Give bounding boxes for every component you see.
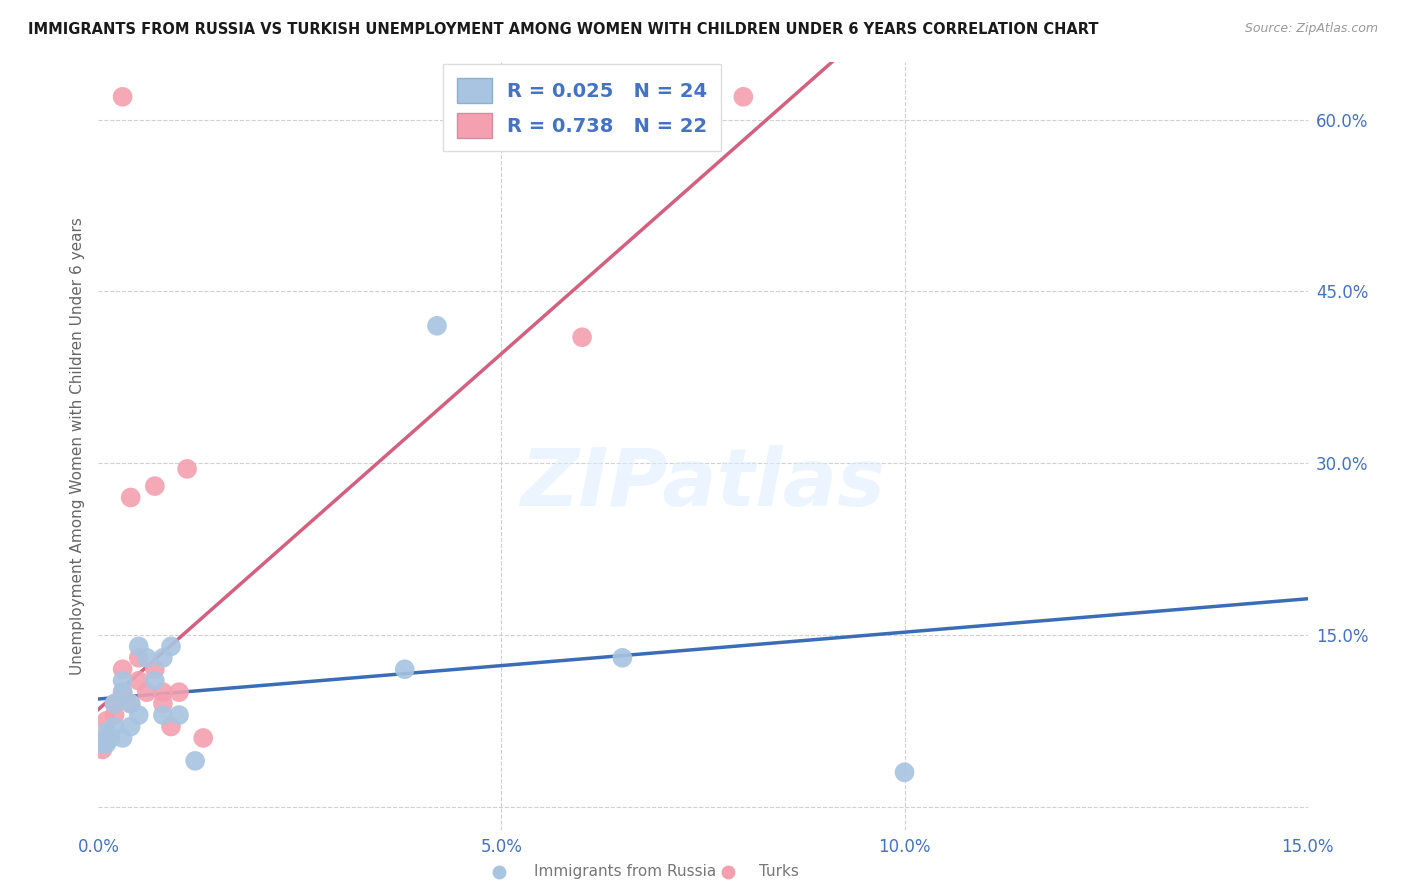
Point <box>120 491 142 505</box>
Point <box>167 685 190 699</box>
Point <box>120 697 142 711</box>
Point <box>176 462 198 476</box>
Point <box>193 731 215 745</box>
Point <box>143 479 166 493</box>
Point <box>128 673 150 688</box>
Point <box>426 318 449 333</box>
Point <box>111 685 134 699</box>
Point <box>96 737 118 751</box>
Point <box>96 731 118 745</box>
Point <box>167 708 190 723</box>
Point <box>394 662 416 676</box>
Point <box>91 737 114 751</box>
Point <box>111 662 134 676</box>
Point <box>184 754 207 768</box>
Point <box>120 697 142 711</box>
Point <box>111 673 134 688</box>
Point <box>612 650 634 665</box>
Point <box>100 731 122 745</box>
Point <box>103 708 125 723</box>
Point <box>111 90 134 104</box>
Text: Turks: Turks <box>759 863 799 879</box>
Point <box>128 640 150 654</box>
Point <box>103 697 125 711</box>
Point <box>103 697 125 711</box>
Point <box>152 685 174 699</box>
Y-axis label: Unemployment Among Women with Children Under 6 years: Unemployment Among Women with Children U… <box>69 217 84 675</box>
Point <box>152 697 174 711</box>
Point <box>96 714 118 728</box>
Text: Immigrants from Russia: Immigrants from Russia <box>534 863 717 879</box>
Point <box>111 685 134 699</box>
Point <box>152 650 174 665</box>
Point <box>128 708 150 723</box>
Point <box>152 708 174 723</box>
Point <box>103 719 125 733</box>
Point <box>733 90 755 104</box>
Point <box>120 719 142 733</box>
Point <box>111 731 134 745</box>
Point <box>160 719 183 733</box>
Point <box>160 640 183 654</box>
Text: IMMIGRANTS FROM RUSSIA VS TURKISH UNEMPLOYMENT AMONG WOMEN WITH CHILDREN UNDER 6: IMMIGRANTS FROM RUSSIA VS TURKISH UNEMPL… <box>28 22 1098 37</box>
Text: ZIPatlas: ZIPatlas <box>520 445 886 524</box>
Point <box>135 650 157 665</box>
Point <box>128 650 150 665</box>
Point <box>91 742 114 756</box>
Point <box>135 685 157 699</box>
Point <box>893 765 915 780</box>
Point <box>143 673 166 688</box>
Point <box>96 725 118 739</box>
Legend: R = 0.025   N = 24, R = 0.738   N = 22: R = 0.025 N = 24, R = 0.738 N = 22 <box>443 64 721 152</box>
Text: Source: ZipAtlas.com: Source: ZipAtlas.com <box>1244 22 1378 36</box>
Point <box>571 330 593 344</box>
Point <box>143 662 166 676</box>
